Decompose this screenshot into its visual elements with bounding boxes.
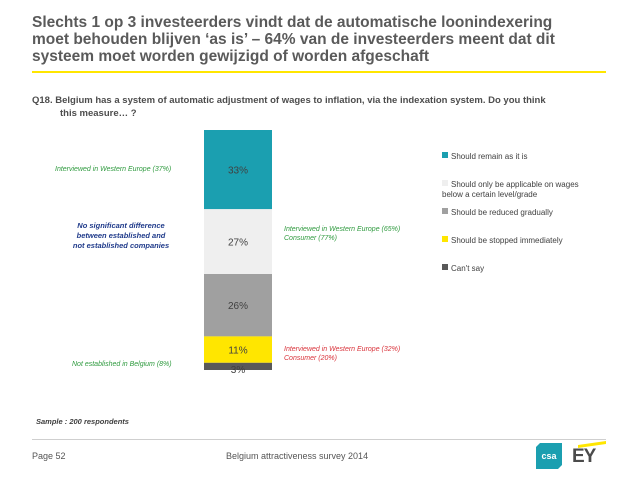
legend-item-cant-say: Can't say — [442, 264, 484, 274]
note-western-europe-65: Interviewed in Western Europe (65%) — [284, 226, 401, 233]
title-divider — [32, 71, 606, 73]
csa-logo-text: csa — [541, 451, 557, 461]
page-number: Page 52 — [32, 451, 66, 461]
legend-swatch — [442, 180, 448, 186]
bar-segment-3 — [204, 274, 272, 337]
legend-label-line-2: below a certain level/grade — [442, 190, 538, 199]
title-line-2: moet behouden blijven ‘as is’ – 64% van … — [32, 31, 555, 48]
legend-label: Can't say — [451, 264, 485, 273]
bar-segment-5 — [204, 362, 272, 370]
bar-segment-4 — [204, 336, 272, 363]
difference-note-line-2: between established and — [76, 231, 166, 240]
difference-note-line-1: No significant difference — [77, 221, 165, 230]
footer-divider — [32, 439, 606, 440]
legend-label: Should be reduced gradually — [451, 208, 553, 217]
bar-label-3: 26% — [228, 301, 248, 312]
legend-swatch — [442, 264, 448, 270]
bar-label-5: 3% — [231, 365, 246, 376]
legend-swatch — [442, 236, 448, 242]
bar-segment-1 — [204, 130, 272, 210]
page-title: Slechts 1 op 3 investeerders vindt dat d… — [32, 14, 622, 65]
bar-label-4: 11% — [228, 346, 247, 357]
difference-note: No significant difference between establ… — [46, 221, 196, 251]
legend-item-remain: Should remain as it is — [442, 152, 527, 162]
ey-logo: EY — [572, 446, 596, 467]
legend-label: Should be stopped immediately — [451, 236, 563, 245]
legend-label: Should remain as it is — [451, 152, 528, 161]
legend-swatch — [442, 208, 448, 214]
bar-label-2: 27% — [228, 238, 248, 249]
bar-label-1: 33% — [228, 166, 248, 177]
note-consumer-20: Consumer (20%) — [284, 355, 337, 362]
question-line-2: this measure… ? — [60, 108, 137, 119]
note-western-europe-32: Interviewed in Western Europe (32%) — [284, 346, 401, 353]
title-line-1: Slechts 1 op 3 investeerders vindt dat d… — [32, 14, 553, 31]
legend-item-below-level: Should only be applicable on wages below… — [442, 180, 579, 200]
note-western-europe-37: Interviewed in Western Europe (37%) — [55, 166, 172, 173]
csa-logo: csa — [536, 443, 562, 469]
sample-size: Sample : 200 respondents — [36, 417, 129, 426]
title-line-3: systeem moet worden gewijzigd of worden … — [32, 48, 430, 65]
note-consumer-77: Consumer (77%) — [284, 235, 337, 242]
survey-name: Belgium attractiveness survey 2014 — [226, 451, 369, 461]
legend-swatch — [442, 152, 448, 158]
note-not-established-8: Not established in Belgium (8%) — [72, 361, 172, 368]
question-text: Q18. Belgium has a system of automatic a… — [32, 94, 622, 120]
difference-note-line-3: not established companies — [72, 241, 170, 250]
bar-segment-2 — [204, 209, 272, 274]
question-line-1: Q18. Belgium has a system of automatic a… — [32, 95, 546, 106]
legend-item-stopped: Should be stopped immediately — [442, 236, 563, 246]
legend-item-reduced: Should be reduced gradually — [442, 208, 553, 218]
legend-label: Should only be applicable on wages — [451, 180, 579, 189]
